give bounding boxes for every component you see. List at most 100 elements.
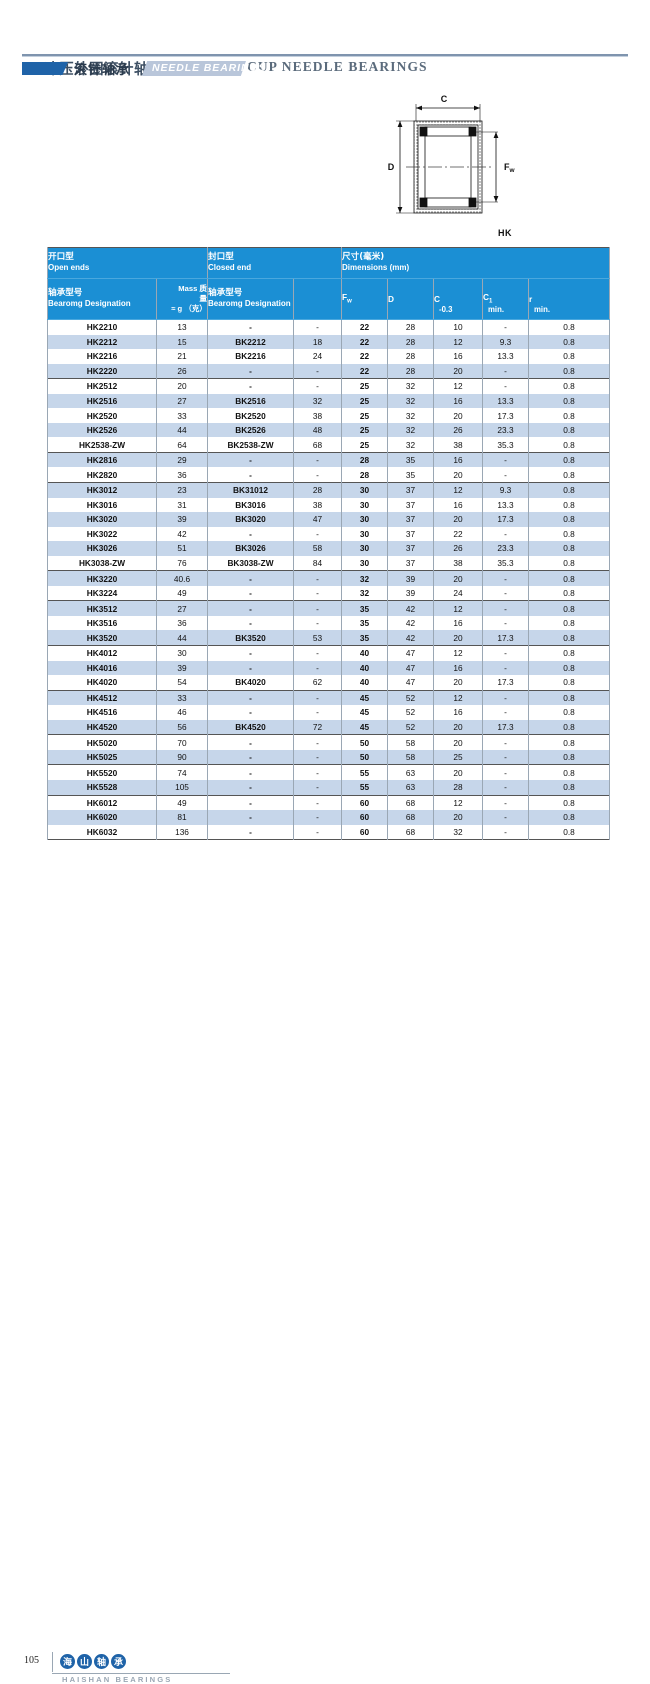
cell-c: 12: [433, 645, 483, 661]
cell-open-mass: 64: [156, 437, 208, 453]
cell-d: 47: [387, 675, 434, 691]
cell-closed-mass: -: [293, 363, 342, 379]
table-row: HK2512 20- -25 32 12-0.8: [47, 378, 610, 394]
cell-closed-designation: -: [207, 378, 294, 394]
cell-closed-designation: BK3520: [207, 630, 294, 646]
header-divider: [22, 54, 628, 56]
table-row: HK5020 70- -50 58 20-0.8: [47, 734, 610, 750]
cell-open-mass: 33: [156, 689, 208, 706]
cell-r: 0.8: [528, 645, 610, 661]
cell-open-designation: HK3038-ZW: [47, 555, 157, 571]
cell-open-mass: 74: [156, 764, 208, 780]
cell-c1: -: [482, 451, 529, 468]
cell-open-designation: HK4512: [47, 689, 157, 706]
table-row: HK3016 31 BK3016 38 30 37 16 13.3 0.8: [47, 497, 610, 513]
cell-fw: 30: [341, 526, 388, 542]
section-subtitle: 滚针轴承 NEEDLE BEARINGS: [0, 58, 650, 80]
cell-open-mass: 27: [156, 600, 208, 616]
table-row: HK3022 42- -30 37 22-0.8: [47, 526, 610, 542]
cell-r: 0.8: [528, 451, 610, 468]
cell-fw: 22: [341, 363, 388, 379]
cell-d: 63: [387, 764, 434, 780]
cell-closed-mass: 62: [293, 675, 342, 691]
col-header-r: r min.: [528, 278, 610, 320]
page-header: 冲压外圈滚针轴承 DRAWN CUP NEEDLE BEARINGS: [0, 28, 650, 78]
cell-open-designation: HK2538-ZW: [47, 437, 157, 453]
cell-fw: 55: [341, 779, 388, 795]
cell-r: 0.8: [528, 749, 610, 765]
cell-closed-designation: -: [207, 734, 294, 750]
cell-c1: -: [482, 794, 529, 811]
cell-open-mass: 42: [156, 526, 208, 542]
cell-open-designation: HK4012: [47, 645, 157, 661]
cell-d: 52: [387, 719, 434, 735]
cell-r: 0.8: [528, 526, 610, 542]
cell-r: 0.8: [528, 585, 610, 601]
cell-c: 38: [433, 437, 483, 453]
cell-c1: 9.3: [482, 334, 529, 350]
cell-closed-designation: -: [207, 764, 294, 780]
cell-r: 0.8: [528, 630, 610, 646]
table-row: HK2820 36- -28 35 20-0.8: [47, 467, 610, 483]
cell-open-mass: 36: [156, 467, 208, 483]
cell-c1: 13.3: [482, 497, 529, 513]
cell-closed-designation: BK3026: [207, 541, 294, 556]
table-row: HK3512 27- -35 42 12-0.8: [47, 600, 610, 616]
cell-open-designation: HK2512: [47, 378, 157, 394]
cell-r: 0.8: [528, 615, 610, 631]
cell-r: 0.8: [528, 349, 610, 364]
table-row: HK3012 23 BK31012 28 30 37 12 9.3 0.8: [47, 482, 610, 498]
table-row: HK2212 15 BK2212 18 22 28 12 9.3 0.8: [47, 334, 610, 350]
cell-d: 28: [387, 318, 434, 335]
cell-fw: 30: [341, 555, 388, 571]
group-header-open-ends: 开口型 Open ends: [47, 247, 208, 279]
cell-c1: -: [482, 585, 529, 601]
cell-open-designation: HK2526: [47, 422, 157, 438]
cell-open-mass: 31: [156, 497, 208, 513]
svg-text:C: C: [441, 94, 448, 104]
cell-fw: 35: [341, 630, 388, 646]
cell-closed-mass: -: [293, 570, 342, 586]
cell-open-designation: HK5020: [47, 734, 157, 750]
table-row: HK2526 44 BK2526 48 25 32 26 23.3 0.8: [47, 422, 610, 438]
cell-fw: 35: [341, 615, 388, 631]
cell-open-mass: 70: [156, 734, 208, 750]
cell-c: 20: [433, 408, 483, 423]
cell-fw: 25: [341, 393, 388, 409]
cell-d: 35: [387, 451, 434, 468]
cell-open-mass: 39: [156, 512, 208, 527]
table-row: HK2538-ZW 64 BK2538-ZW 68 25 32 38 35.3 0.8: [47, 437, 610, 453]
cell-open-designation: HK2216: [47, 349, 157, 364]
table-row: HK3020 39 BK3020 47 30 37 20 17.3 0.8: [47, 512, 610, 527]
cell-open-mass: 46: [156, 705, 208, 720]
cell-open-mass: 27: [156, 393, 208, 409]
cell-closed-designation: -: [207, 363, 294, 379]
table-row: HK2816 29- -28 35 16-0.8: [47, 451, 610, 468]
cell-d: 47: [387, 660, 434, 676]
cell-closed-designation: -: [207, 570, 294, 586]
table-row: HK4016 39- -40 47 16-0.8: [47, 660, 610, 676]
cell-r: 0.8: [528, 422, 610, 438]
cell-closed-mass: 58: [293, 541, 342, 556]
cell-c1: -: [482, 467, 529, 483]
cell-fw: 45: [341, 689, 388, 706]
cell-c: 16: [433, 349, 483, 364]
cell-fw: 25: [341, 437, 388, 453]
subtitle-marker-icon: [22, 62, 68, 75]
table-group-header-row: 开口型 Open ends 封口型 Closed end 尺寸(毫米) Dime…: [47, 247, 610, 279]
cell-c1: -: [482, 363, 529, 379]
cell-c1: -: [482, 749, 529, 765]
cell-closed-designation: -: [207, 689, 294, 706]
table-row: HK4012 30- -40 47 12-0.8: [47, 645, 610, 661]
cell-c1: 35.3: [482, 555, 529, 571]
cell-c1: 23.3: [482, 422, 529, 438]
cell-fw: 40: [341, 645, 388, 661]
cell-closed-designation: -: [207, 585, 294, 601]
cell-d: 28: [387, 334, 434, 350]
cell-closed-designation: BK2516: [207, 393, 294, 409]
cell-fw: 30: [341, 497, 388, 513]
cell-d: 42: [387, 600, 434, 616]
cell-closed-designation: BK2538-ZW: [207, 437, 294, 453]
cell-r: 0.8: [528, 541, 610, 556]
cell-c1: 13.3: [482, 393, 529, 409]
